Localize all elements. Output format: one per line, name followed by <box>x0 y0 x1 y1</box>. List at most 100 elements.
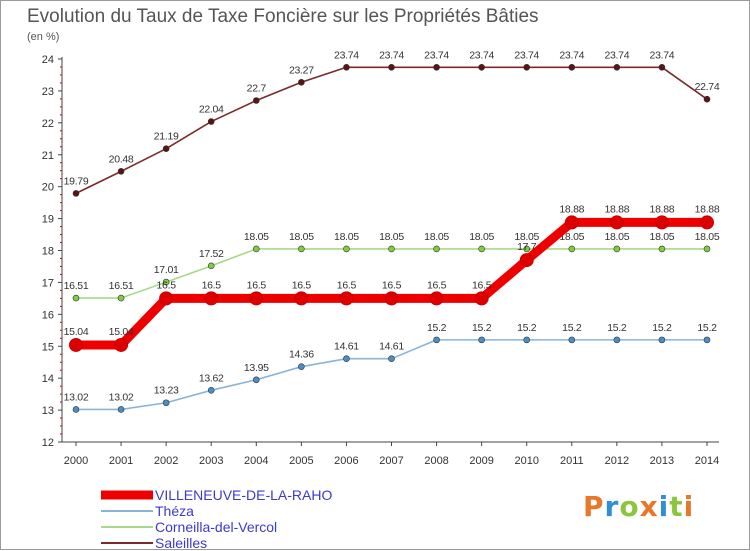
y-tick-label: 13 <box>42 405 54 417</box>
data-label-corneilla-del-vercol: 16.51 <box>64 280 89 292</box>
data-point-villeneuve-de-la-raho <box>294 291 309 306</box>
logo-letter: P <box>583 490 605 523</box>
y-tick-label: 24 <box>42 54 54 66</box>
logo-letter: i <box>683 490 695 523</box>
data-point-th-za <box>568 336 576 344</box>
data-point-villeneuve-de-la-raho <box>114 337 129 352</box>
logo-letter: t <box>669 490 684 523</box>
data-point-saleilles <box>523 63 531 71</box>
data-label-th-za: 15.2 <box>652 322 672 334</box>
data-label-villeneuve-de-la-raho: 15.04 <box>109 326 134 338</box>
data-label-corneilla-del-vercol: 18.05 <box>379 231 404 243</box>
data-label-saleilles: 20.48 <box>109 153 134 165</box>
data-point-corneilla-del-vercol <box>298 245 305 253</box>
data-label-saleilles: 23.27 <box>289 64 314 76</box>
y-tick-label: 12 <box>42 437 54 449</box>
data-label-saleilles: 23.74 <box>424 49 449 61</box>
data-label-th-za: 14.61 <box>379 341 404 353</box>
data-point-villeneuve-de-la-raho <box>69 337 83 352</box>
y-tick-label: 21 <box>42 150 54 162</box>
logo-letter: i <box>658 490 670 523</box>
data-point-corneilla-del-vercol <box>658 245 666 253</box>
x-tick-label: 2004 <box>244 455 268 467</box>
y-tick-label: 22 <box>42 118 54 130</box>
y-tick-label: 19 <box>42 214 54 226</box>
data-label-corneilla-del-vercol: 18.05 <box>334 231 359 243</box>
chart-title: Evolution du Taux de Taxe Foncière sur l… <box>27 6 539 27</box>
x-tick-label: 2003 <box>199 455 223 467</box>
data-point-corneilla-del-vercol <box>207 262 215 270</box>
data-point-th-za <box>523 336 531 344</box>
data-label-corneilla-del-vercol: 16.51 <box>109 280 134 292</box>
x-tick-label: 2002 <box>154 455 178 467</box>
data-point-villeneuve-de-la-raho <box>249 291 264 306</box>
x-tick-label: 2009 <box>469 455 493 467</box>
data-label-saleilles: 23.74 <box>559 49 584 61</box>
data-label-corneilla-del-vercol: 18.05 <box>469 231 494 243</box>
legend-swatch-corneilla <box>101 526 153 528</box>
data-label-villeneuve-de-la-raho: 18.88 <box>650 203 675 215</box>
legend-label-theza: Théza <box>155 503 194 519</box>
data-point-villeneuve-de-la-raho <box>564 215 579 230</box>
y-tick-label: 14 <box>42 373 54 385</box>
data-point-villeneuve-de-la-raho <box>159 291 174 306</box>
y-tick-label: 17 <box>42 277 54 289</box>
legend-swatch-villeneuve <box>101 490 153 500</box>
data-point-corneilla-del-vercol <box>433 245 440 253</box>
data-label-th-za: 13.02 <box>64 391 89 403</box>
data-label-th-za: 15.2 <box>472 322 492 334</box>
data-label-saleilles: 23.74 <box>604 49 629 61</box>
data-label-th-za: 15.2 <box>697 322 717 334</box>
data-point-corneilla-del-vercol <box>703 245 711 253</box>
x-tick-label: 2011 <box>560 455 584 467</box>
x-tick-label: 2005 <box>289 455 313 467</box>
data-label-corneilla-del-vercol: 18.05 <box>650 231 675 243</box>
data-label-corneilla-del-vercol: 18.05 <box>604 231 629 243</box>
data-label-saleilles: 23.74 <box>334 49 359 61</box>
data-label-corneilla-del-vercol: 18.05 <box>289 231 314 243</box>
y-tick-label: 23 <box>42 86 54 98</box>
data-label-th-za: 13.62 <box>199 372 224 384</box>
data-point-villeneuve-de-la-raho <box>474 291 489 306</box>
data-point-th-za <box>207 386 215 394</box>
data-point-corneilla-del-vercol <box>523 245 531 253</box>
data-point-saleilles <box>343 63 350 71</box>
data-point-th-za <box>252 376 260 384</box>
y-tick-label: 20 <box>42 182 54 194</box>
data-label-saleilles: 19.79 <box>64 175 89 187</box>
x-tick-label: 2010 <box>514 455 538 467</box>
data-label-th-za: 15.2 <box>517 322 537 334</box>
data-label-villeneuve-de-la-raho: 16.5 <box>472 279 492 291</box>
legend-label-saleilles: Saleilles <box>155 535 208 551</box>
data-point-saleilles <box>72 190 80 197</box>
logo-letter: x <box>639 490 659 523</box>
data-label-villeneuve-de-la-raho: 15.04 <box>64 326 89 338</box>
data-label-th-za: 15.2 <box>427 322 447 334</box>
data-label-corneilla-del-vercol: 18.05 <box>559 231 584 243</box>
data-point-th-za <box>478 336 485 344</box>
data-label-corneilla-del-vercol: 18.05 <box>244 231 269 243</box>
data-label-corneilla-del-vercol: 17.01 <box>154 264 179 276</box>
data-label-villeneuve-de-la-raho: 16.5 <box>292 279 312 291</box>
data-point-th-za <box>658 336 666 344</box>
data-point-saleilles <box>568 63 576 71</box>
data-label-saleilles: 22.7 <box>247 82 267 94</box>
data-point-saleilles <box>613 63 621 71</box>
data-point-th-za <box>388 355 395 362</box>
data-label-saleilles: 22.04 <box>199 104 224 116</box>
data-point-saleilles <box>117 168 125 175</box>
data-point-th-za <box>72 406 80 413</box>
data-point-th-za <box>343 355 350 362</box>
x-tick-label: 2008 <box>424 455 448 467</box>
data-point-villeneuve-de-la-raho <box>609 215 624 230</box>
legend-swatch-saleilles <box>101 542 153 544</box>
logo-letter: o <box>619 490 640 523</box>
data-label-villeneuve-de-la-raho: 18.88 <box>695 203 720 215</box>
data-point-corneilla-del-vercol <box>568 245 576 253</box>
data-label-villeneuve-de-la-raho: 16.5 <box>157 279 177 291</box>
data-label-corneilla-del-vercol: 18.05 <box>514 231 539 243</box>
data-point-saleilles <box>388 63 395 71</box>
data-point-villeneuve-de-la-raho <box>204 291 219 306</box>
data-point-saleilles <box>703 95 711 103</box>
